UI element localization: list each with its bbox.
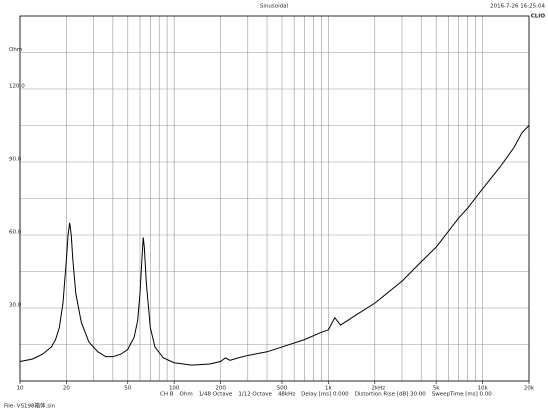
x-tick-label: 200 <box>215 386 226 392</box>
y-unit: Ohm <box>9 47 22 53</box>
footer-item: CH B <box>160 392 174 398</box>
x-unit: Hz <box>378 386 385 392</box>
footer-item: SweepTime [ms] 0.00 <box>432 392 492 398</box>
plot-frame <box>19 15 530 382</box>
brand: CLIO <box>531 14 546 20</box>
y-tick-label: 60.0 <box>9 230 22 236</box>
y-tick-label: 90.0 <box>9 157 22 163</box>
impedance-curve <box>19 125 530 366</box>
footer-item: 1/12 Octave <box>238 392 272 398</box>
x-tick-label: 2k <box>371 386 378 392</box>
x-tick-label: 10k <box>477 386 488 392</box>
x-tick-label: 10 <box>17 386 24 392</box>
timestamp: 2016-7-26 16:25:04 <box>490 4 545 10</box>
x-tick-label: 20 <box>63 386 70 392</box>
y-tick-label: 120.0 <box>9 84 25 90</box>
x-tick-label: 100 <box>169 386 180 392</box>
x-tick-label: 5k <box>433 386 440 392</box>
x-tick-label: 1k <box>325 386 332 392</box>
y-tick-label: 30.0 <box>9 303 22 309</box>
footer-item: 48kHz <box>278 392 295 398</box>
chart-title: Sinusoidal <box>260 4 289 10</box>
footer-item: Distortion Rise [dB] 30.00 <box>355 392 427 398</box>
x-tick-label: 50 <box>124 386 131 392</box>
x-tick-label: 500 <box>277 386 288 392</box>
footer-item: Delay [ms] 0.000 <box>301 392 349 398</box>
file-name: File: VS198箱体.sin <box>4 402 56 410</box>
x-tick-label: 20k <box>524 386 535 392</box>
footer-item: Ohm <box>180 392 193 398</box>
footer-item: 1/48 Octave <box>199 392 233 398</box>
